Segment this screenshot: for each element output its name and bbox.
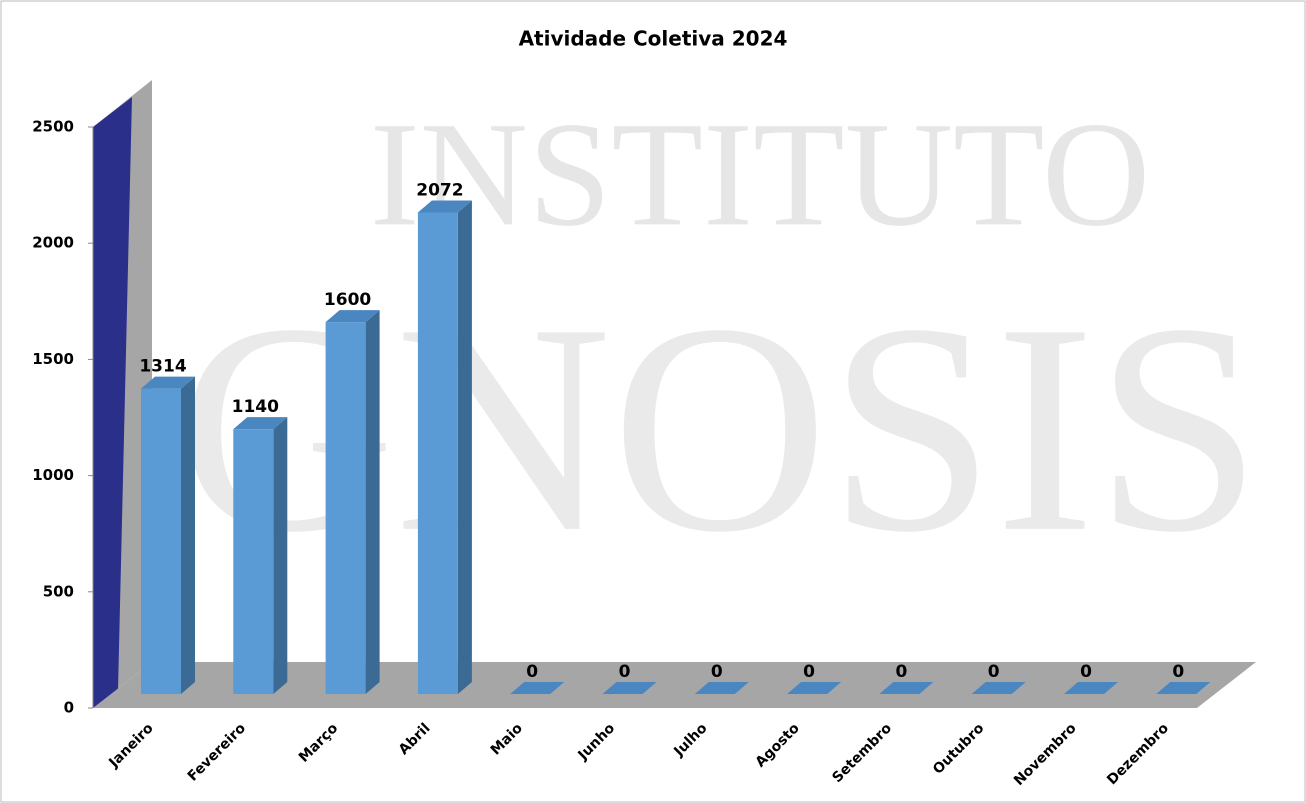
watermark: INSTITUTO [370, 91, 1150, 257]
y-tick-label: 0 [64, 699, 74, 717]
bar-side [458, 200, 472, 694]
chart: INSTITUTO GNOSIS Atividade Coletiva 2024… [0, 0, 1306, 803]
data-label: 1314 [139, 357, 186, 377]
data-label: 2072 [416, 180, 463, 200]
bar-side [181, 377, 195, 694]
data-label: 0 [803, 662, 815, 682]
bar [418, 200, 472, 694]
data-label: 1600 [324, 290, 371, 310]
y-tick-label: 1000 [32, 466, 74, 484]
data-label: 0 [1172, 662, 1184, 682]
data-label: 0 [895, 662, 907, 682]
bar-front [418, 212, 458, 694]
bar-side [273, 417, 287, 694]
y-tick-label: 2500 [32, 118, 74, 136]
bar-front [233, 429, 273, 694]
bar [233, 417, 287, 694]
bar-front [141, 389, 181, 694]
data-label: 0 [711, 662, 723, 682]
data-label: 1140 [232, 397, 279, 417]
y-tick-label: 1500 [32, 350, 74, 368]
bar-front [326, 322, 366, 694]
data-label: 0 [526, 662, 538, 682]
data-label: 0 [1080, 662, 1092, 682]
y-tick-label: 500 [43, 582, 74, 600]
bar [141, 377, 195, 694]
data-label: 0 [988, 662, 1000, 682]
chart-title: Atividade Coletiva 2024 [519, 27, 788, 51]
data-label: 0 [619, 662, 631, 682]
bar [326, 310, 380, 694]
bar-side [366, 310, 380, 694]
y-tick-label: 2000 [32, 234, 74, 252]
